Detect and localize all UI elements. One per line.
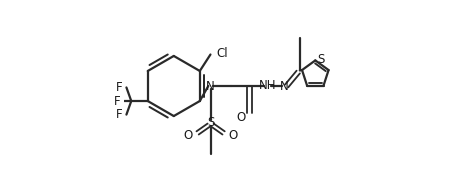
Text: S: S bbox=[207, 116, 214, 129]
Text: N: N bbox=[206, 79, 214, 93]
Text: Cl: Cl bbox=[215, 47, 227, 60]
Text: F: F bbox=[114, 95, 121, 108]
Text: O: O bbox=[228, 129, 237, 142]
Text: O: O bbox=[236, 111, 246, 123]
Text: NH: NH bbox=[258, 79, 276, 92]
Text: F: F bbox=[116, 108, 123, 121]
Text: N: N bbox=[280, 79, 288, 93]
Text: O: O bbox=[183, 129, 192, 142]
Text: S: S bbox=[317, 53, 325, 66]
Text: F: F bbox=[116, 81, 123, 94]
